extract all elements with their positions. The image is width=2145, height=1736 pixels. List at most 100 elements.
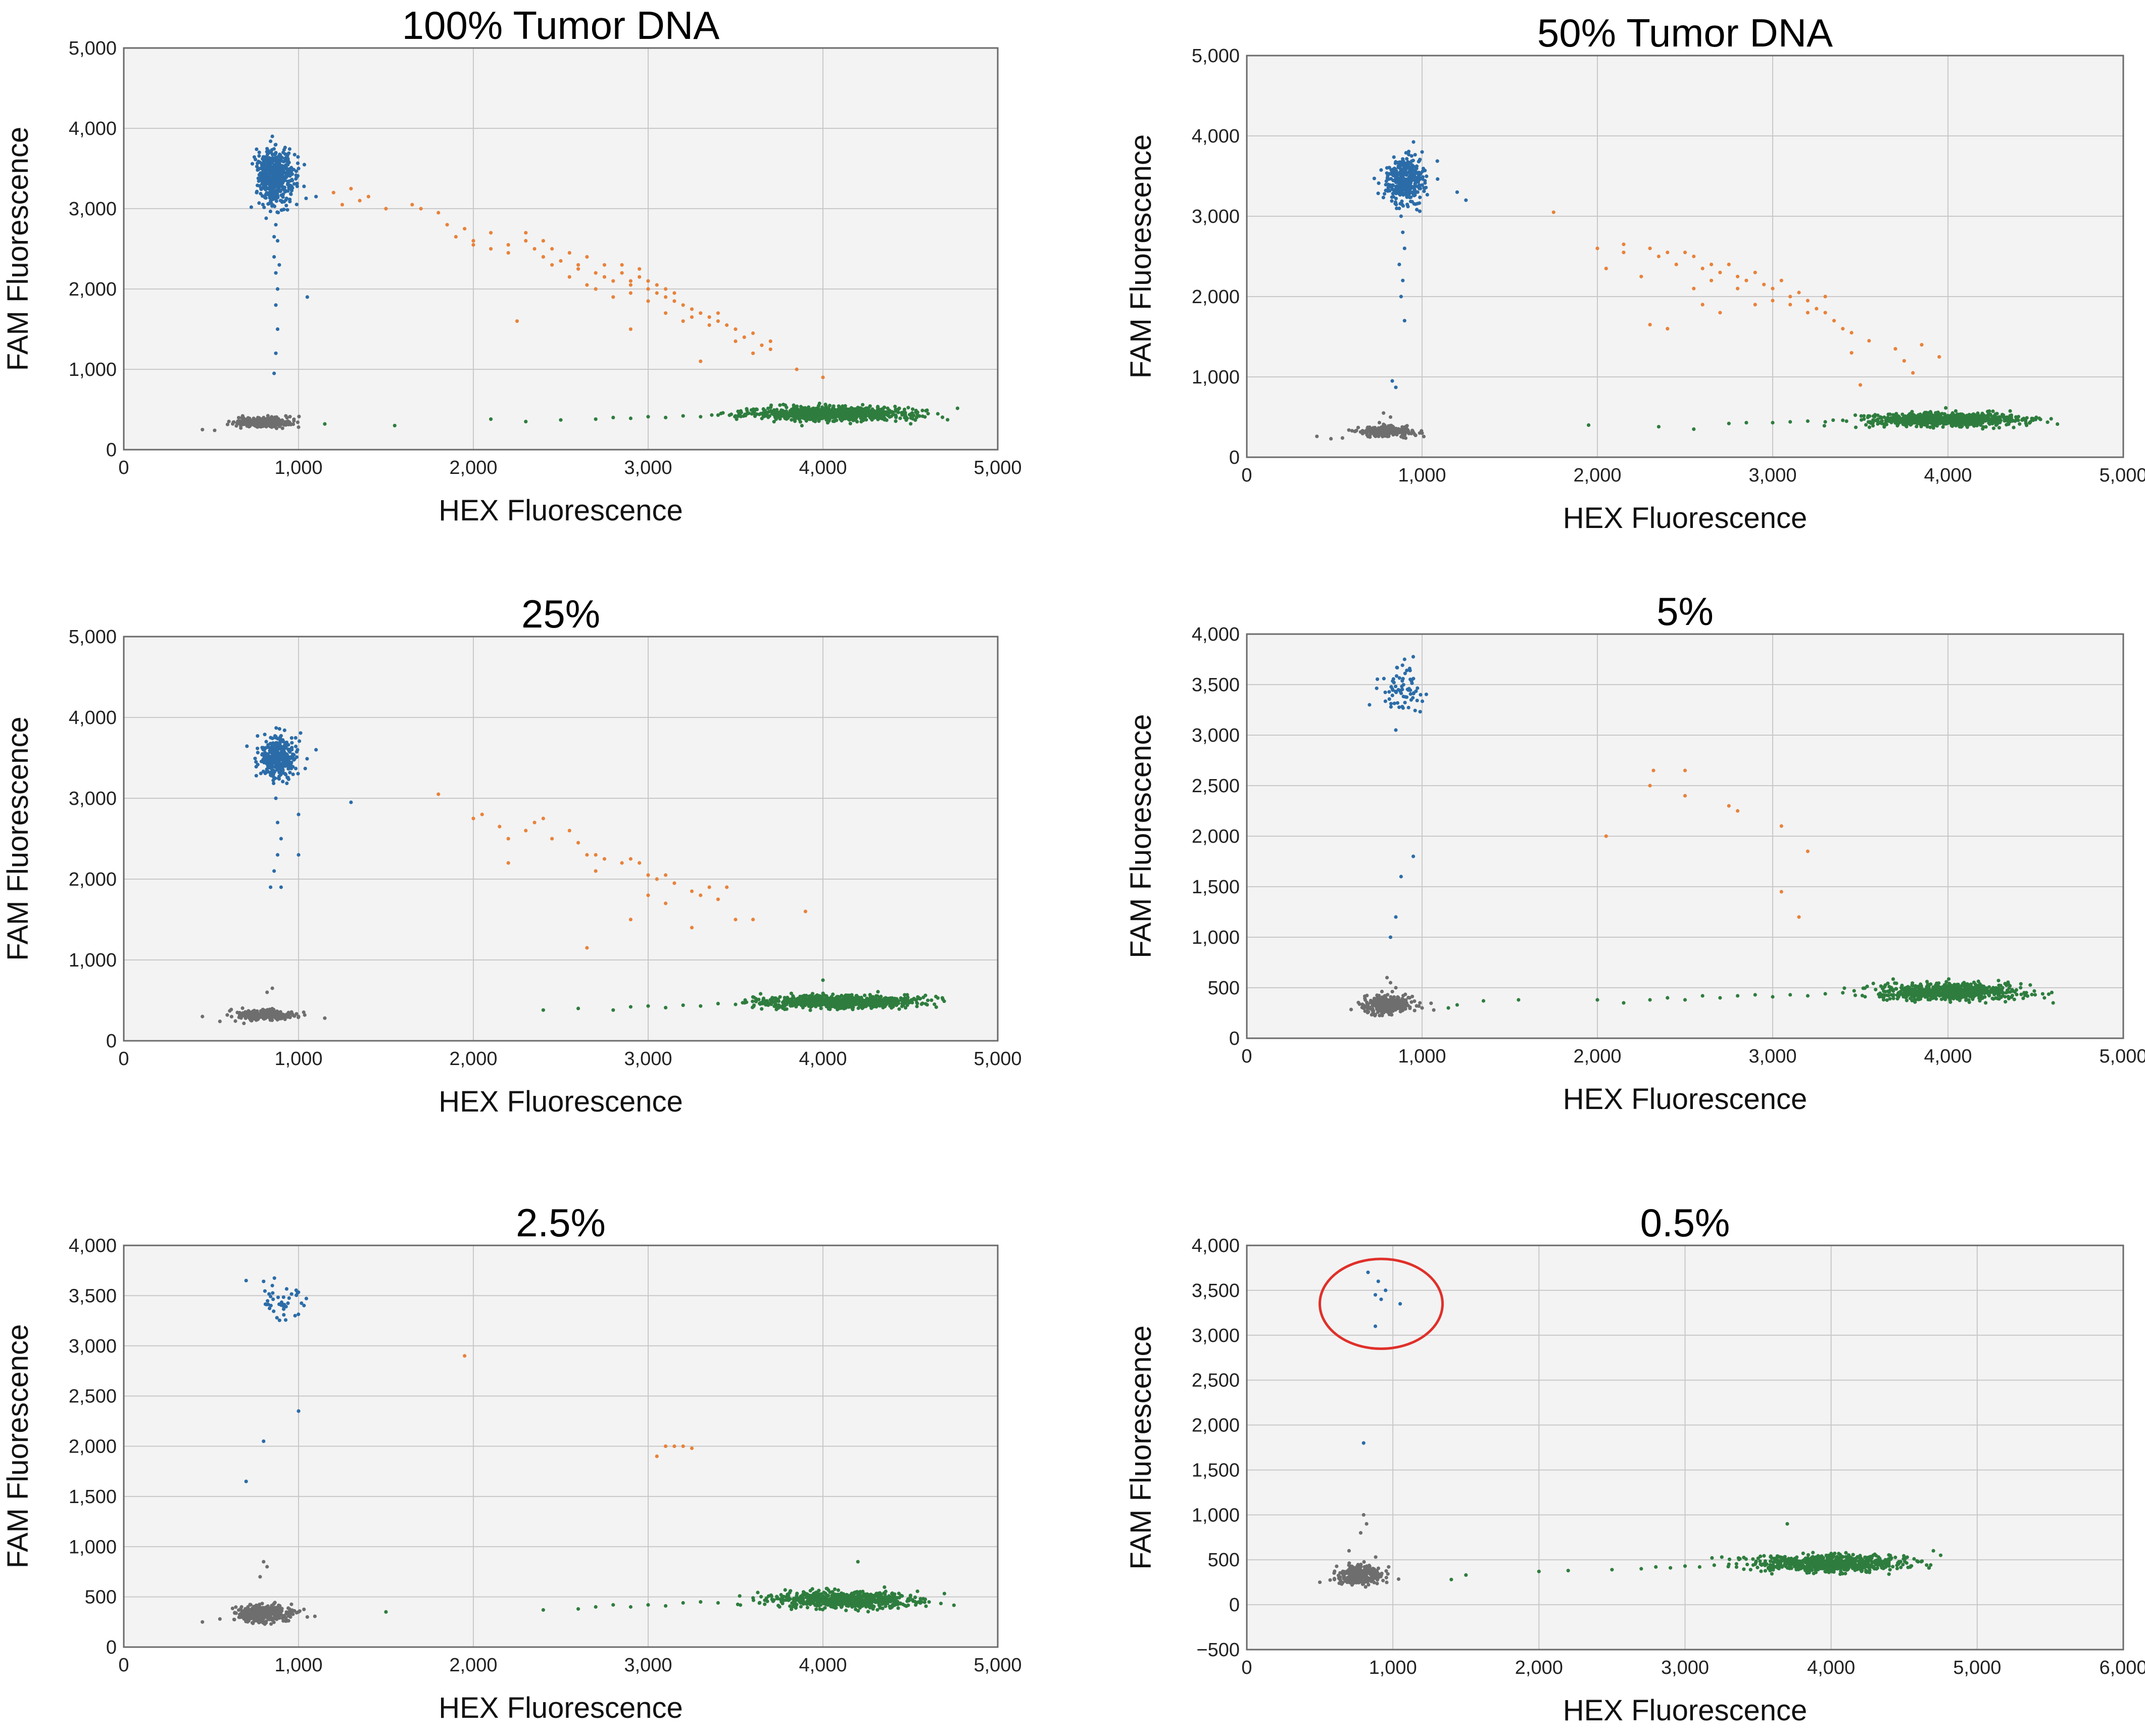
data-point [1423, 181, 1427, 185]
data-point [286, 767, 290, 771]
data-point [323, 1016, 327, 1020]
data-point [903, 1006, 908, 1010]
data-point [436, 211, 441, 215]
data-point [259, 771, 263, 776]
x-tick-label: 1,000 [1398, 465, 1446, 486]
data-point [620, 271, 624, 275]
data-point [567, 251, 571, 255]
data-point [862, 411, 866, 415]
data-point [1408, 173, 1412, 177]
data-point [789, 1003, 793, 1007]
plot-area [1247, 56, 2123, 457]
data-point [699, 311, 703, 315]
data-point [2001, 413, 2005, 417]
data-point [863, 993, 867, 997]
data-point [1888, 412, 1892, 416]
data-point [1822, 424, 1826, 428]
data-point [2025, 423, 2029, 427]
data-point [255, 190, 259, 195]
data-point [285, 208, 289, 212]
data-point [1373, 425, 1377, 429]
data-point [295, 755, 299, 759]
data-point [275, 853, 280, 857]
data-point [734, 339, 738, 344]
data-point [745, 409, 749, 413]
data-point [273, 143, 277, 147]
data-point [250, 162, 255, 166]
data-point [806, 998, 810, 1003]
data-point [276, 162, 280, 166]
data-point [1954, 409, 1958, 413]
data-point [256, 167, 260, 171]
data-point [280, 170, 284, 174]
data-point [757, 412, 761, 416]
data-point [787, 412, 791, 416]
data-point [774, 999, 778, 1003]
data-point [826, 1007, 831, 1011]
data-point [681, 414, 685, 418]
data-point [772, 420, 776, 424]
data-point [1864, 423, 1868, 427]
data-point [524, 231, 528, 235]
data-point [933, 1002, 937, 1006]
data-point [725, 885, 729, 889]
data-point [257, 173, 261, 177]
data-point [832, 1002, 836, 1006]
data-point [884, 996, 888, 1000]
y-tick-label: 5,000 [69, 38, 117, 59]
data-point [1867, 339, 1871, 343]
data-point [800, 423, 804, 428]
data-point [1854, 425, 1858, 429]
data-point [672, 291, 676, 295]
data-point [828, 1002, 833, 1006]
data-point [751, 331, 755, 335]
data-point [284, 189, 288, 193]
data-point [277, 263, 281, 267]
data-point [1412, 186, 1416, 190]
data-point [489, 247, 493, 251]
data-point [269, 158, 273, 162]
data-point [1832, 319, 1836, 323]
data-point [263, 172, 267, 176]
data-point [292, 153, 297, 157]
data-point [252, 155, 256, 159]
chart-svg: 0 1,000 2,000 3,000 4,000 5,00001,0002,0003,0… [2, 3, 1022, 527]
data-point [289, 184, 293, 188]
data-point [849, 408, 853, 412]
y-tick-label: 1,000 [69, 950, 117, 971]
data-point [281, 195, 285, 199]
data-point [850, 998, 854, 1002]
data-point [664, 287, 668, 291]
data-point [280, 739, 284, 743]
data-point [256, 734, 260, 738]
data-point [287, 147, 292, 151]
data-point [903, 411, 907, 415]
data-point [2015, 417, 2019, 421]
series-hex-wild-type [1587, 406, 2060, 431]
y-tick-label: 5,000 [1192, 45, 1240, 67]
data-point [791, 409, 795, 413]
data-point [1862, 414, 1866, 418]
data-point [787, 1000, 791, 1004]
data-point [920, 408, 924, 413]
data-point [259, 178, 263, 182]
data-point [1806, 419, 1810, 423]
data-point [1992, 414, 1996, 418]
data-point [1402, 247, 1406, 251]
data-point [277, 188, 282, 192]
data-point [808, 1008, 812, 1012]
data-point [761, 998, 765, 1002]
data-point [273, 736, 277, 740]
y-tick-label: 4,000 [1192, 126, 1240, 147]
data-point [257, 201, 261, 205]
data-point [1391, 173, 1395, 178]
data-point [751, 999, 755, 1003]
data-point [915, 1004, 919, 1008]
data-point [620, 263, 624, 267]
data-point [272, 747, 276, 751]
data-point [1831, 418, 1835, 422]
data-point [836, 1007, 841, 1011]
data-point [868, 415, 872, 419]
data-point [274, 765, 278, 769]
data-point [274, 271, 278, 275]
